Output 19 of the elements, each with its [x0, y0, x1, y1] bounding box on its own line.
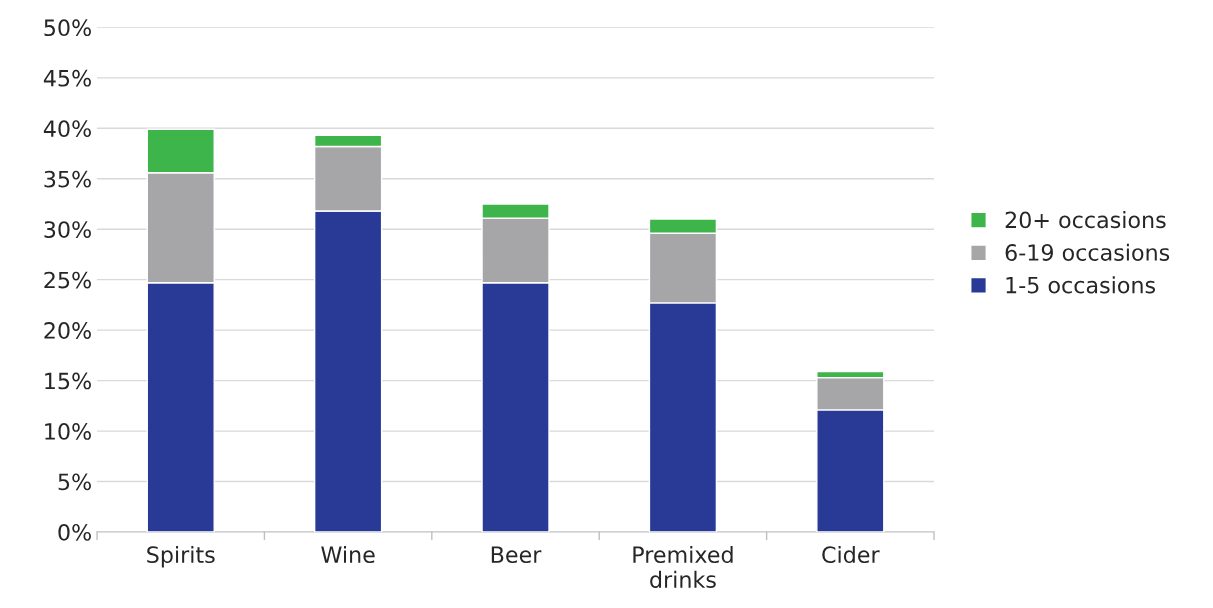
y-tick-label: 35%: [44, 170, 91, 188]
y-tick-label: 25%: [44, 271, 91, 289]
y-tick-label: 0%: [58, 523, 91, 541]
x-tick-label: Cider: [822, 545, 880, 564]
x-tick-label: Premixed drinks: [633, 545, 733, 588]
y-tick-label: 45%: [43, 69, 91, 87]
legend-label: 20+ occasions: [1005, 211, 1166, 229]
x-tick-label: Wine: [321, 545, 375, 564]
y-tick-label: 15%: [45, 372, 91, 390]
y-tick-label: 10%: [45, 423, 91, 440]
legend-label: 1-5 occasions: [1006, 276, 1156, 294]
y-tick-label: 30%: [44, 221, 91, 238]
legend-label: 6-19 occasions: [1005, 243, 1170, 261]
y-tick-label: 40%: [43, 120, 91, 138]
x-tick-label: Beer: [491, 546, 542, 564]
y-tick-label: 5%: [58, 473, 91, 491]
x-tick-label: Spirits: [147, 545, 215, 568]
y-tick-label: 20%: [44, 322, 91, 339]
y-tick-label: 50%: [44, 19, 91, 37]
